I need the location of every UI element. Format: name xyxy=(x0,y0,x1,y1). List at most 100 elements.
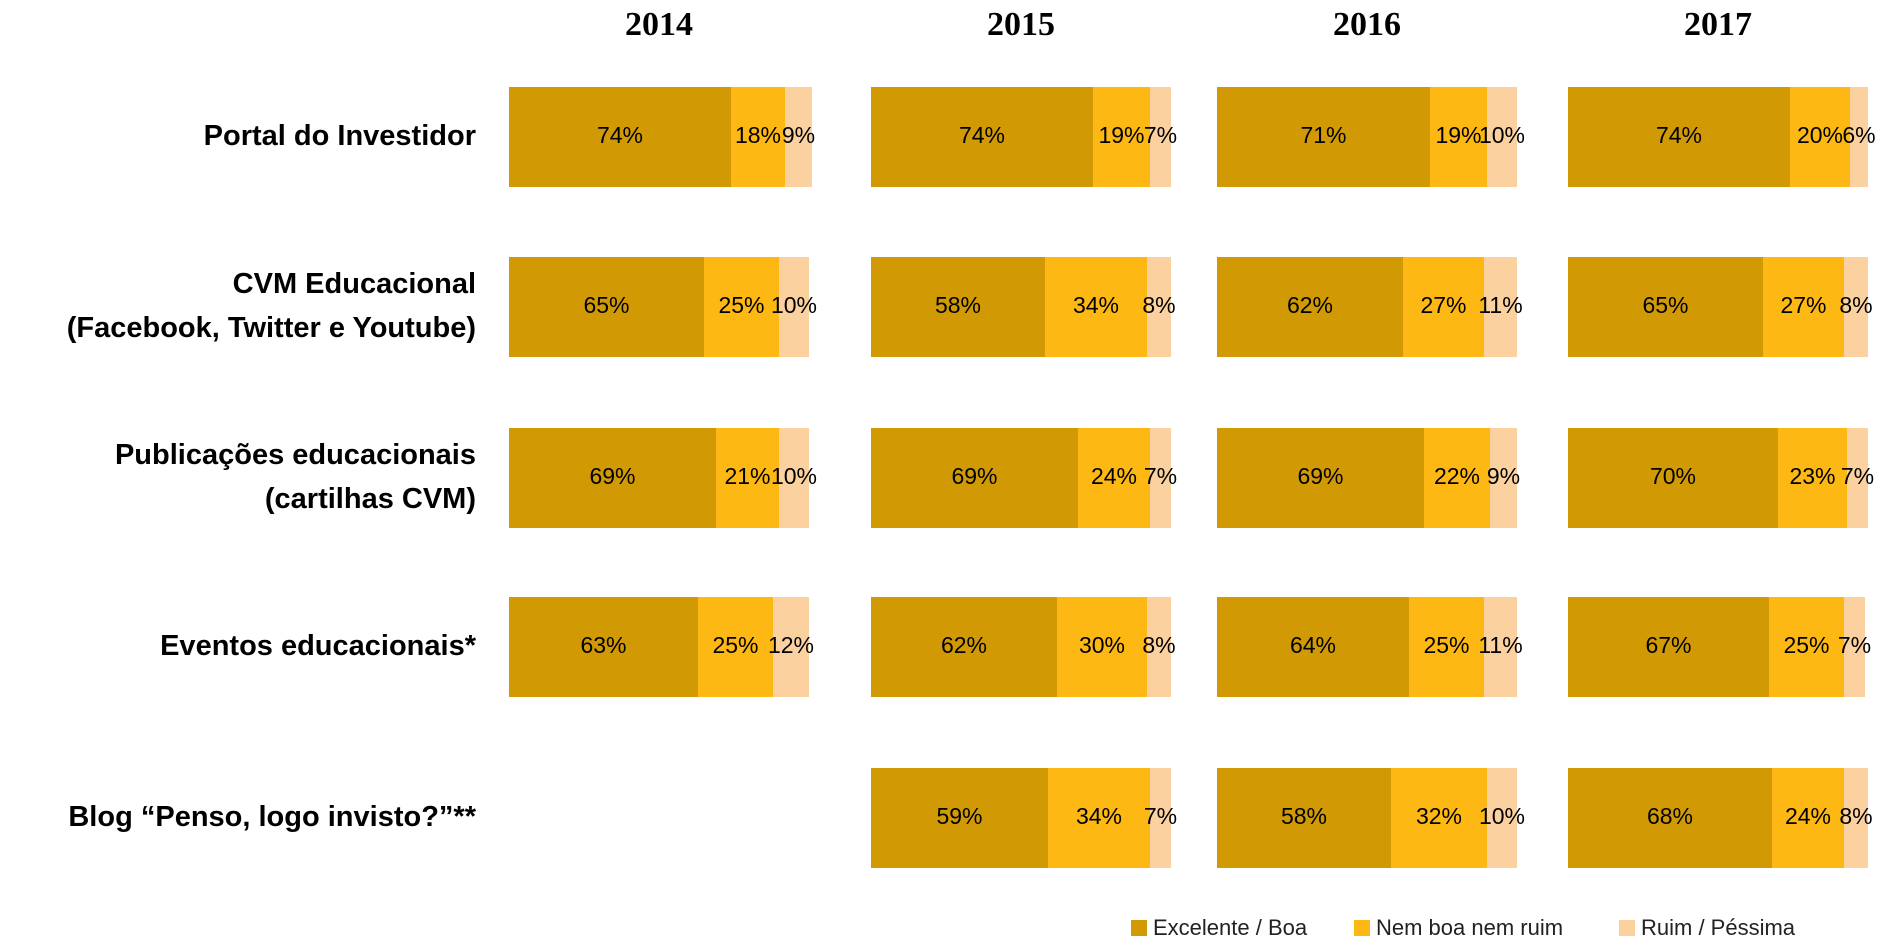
value-label: 65% xyxy=(1642,292,1688,318)
bar-segment xyxy=(1844,257,1868,357)
value-label: 10% xyxy=(1479,122,1525,148)
bar-segment xyxy=(1057,597,1147,697)
category-label: Blog “Penso, logo invisto?”** xyxy=(68,801,476,833)
panel-title: 2015 xyxy=(987,6,1055,43)
value-label: 25% xyxy=(718,292,764,318)
bar-segment xyxy=(1568,257,1763,357)
bar-segment xyxy=(871,87,1093,187)
bar-segment xyxy=(871,768,1048,868)
value-label: 71% xyxy=(1300,122,1346,148)
category-label: Eventos educacionais* xyxy=(160,630,477,662)
bar-segment xyxy=(1430,87,1487,187)
bar-segment xyxy=(1078,428,1150,528)
value-label: 22% xyxy=(1434,463,1480,489)
value-label: 62% xyxy=(1287,292,1333,318)
bar-segment xyxy=(716,428,779,528)
category-label: Publicações educacionais (cartilhas CVM) xyxy=(115,439,476,515)
bar-segment xyxy=(1147,257,1171,357)
value-label: 7% xyxy=(1144,463,1177,489)
value-label: 20% xyxy=(1797,122,1843,148)
bar-segment xyxy=(1484,257,1517,357)
value-label: 25% xyxy=(1783,632,1829,658)
value-label: 34% xyxy=(1073,292,1119,318)
value-label: 58% xyxy=(935,292,981,318)
bar-segment xyxy=(1484,597,1517,697)
bar-segment xyxy=(871,597,1057,697)
bar-segment xyxy=(1217,428,1424,528)
panel-title: 2017 xyxy=(1684,6,1752,43)
bar-segment xyxy=(773,597,809,697)
bar-segment xyxy=(1487,768,1517,868)
value-label: 11% xyxy=(1478,292,1522,318)
value-label: 67% xyxy=(1645,632,1691,658)
value-label: 18% xyxy=(735,122,781,148)
bar-segment xyxy=(1403,257,1484,357)
bar-segment xyxy=(1769,597,1844,697)
bar-segment xyxy=(509,428,716,528)
category-label: CVM Educacional (Facebook, Twitter e Yout… xyxy=(67,268,476,344)
bar-segment xyxy=(1847,428,1868,528)
bar-segment xyxy=(1763,257,1844,357)
bar-segment xyxy=(1844,597,1865,697)
value-label: 65% xyxy=(583,292,629,318)
bar-segment xyxy=(1045,257,1147,357)
value-label: 7% xyxy=(1838,632,1871,658)
value-label: 7% xyxy=(1144,122,1177,148)
legend-label: Ruim / Péssima xyxy=(1641,915,1796,940)
value-label: 59% xyxy=(936,803,982,829)
value-label: 68% xyxy=(1647,803,1693,829)
value-label: 25% xyxy=(712,632,758,658)
value-label: 9% xyxy=(1487,463,1520,489)
panel-title: 2016 xyxy=(1333,6,1401,43)
value-label: 21% xyxy=(724,463,770,489)
bar-segment xyxy=(1844,768,1868,868)
value-label: 58% xyxy=(1281,803,1327,829)
bar-segment xyxy=(698,597,773,697)
value-label: 7% xyxy=(1144,803,1177,829)
bar-segment xyxy=(1568,428,1778,528)
category-label: Portal do Investidor xyxy=(204,120,476,152)
value-label: 12% xyxy=(768,632,814,658)
bar-segment xyxy=(704,257,779,357)
bar-segment xyxy=(731,87,785,187)
bar-segment xyxy=(1487,87,1517,187)
bar-segment xyxy=(509,597,698,697)
legend-label: Nem boa nem ruim xyxy=(1376,915,1563,940)
bar-segment xyxy=(1217,597,1409,697)
bar-segment xyxy=(1568,87,1790,187)
bar-segment xyxy=(785,87,812,187)
value-label: 10% xyxy=(771,292,817,318)
bar-segment xyxy=(1217,768,1391,868)
bar-segment xyxy=(1150,87,1171,187)
bar-segment xyxy=(1568,768,1772,868)
bar-segment xyxy=(509,257,704,357)
bar-segment xyxy=(509,87,731,187)
value-label: 8% xyxy=(1839,803,1872,829)
value-label: 24% xyxy=(1091,463,1137,489)
value-label: 6% xyxy=(1842,122,1875,148)
bar-segment xyxy=(1217,257,1403,357)
bar-segment xyxy=(1778,428,1847,528)
value-label: 9% xyxy=(782,122,815,148)
bar-segment xyxy=(1391,768,1487,868)
legend-swatch xyxy=(1131,920,1147,936)
value-label: 10% xyxy=(771,463,817,489)
value-label: 8% xyxy=(1142,292,1175,318)
value-label: 69% xyxy=(1297,463,1343,489)
bar-segment xyxy=(1048,768,1150,868)
value-label: 63% xyxy=(580,632,626,658)
value-label: 69% xyxy=(589,463,635,489)
value-label: 62% xyxy=(941,632,987,658)
value-label: 64% xyxy=(1290,632,1336,658)
value-label: 74% xyxy=(1656,122,1702,148)
bar-segment xyxy=(1217,87,1430,187)
value-label: 10% xyxy=(1479,803,1525,829)
value-label: 74% xyxy=(597,122,643,148)
value-label: 8% xyxy=(1142,632,1175,658)
value-label: 74% xyxy=(959,122,1005,148)
bar-segment xyxy=(1147,597,1171,697)
bar-segment xyxy=(1568,597,1769,697)
bar-segment xyxy=(1490,428,1517,528)
bar-segment xyxy=(871,428,1078,528)
bar-segment xyxy=(1772,768,1844,868)
